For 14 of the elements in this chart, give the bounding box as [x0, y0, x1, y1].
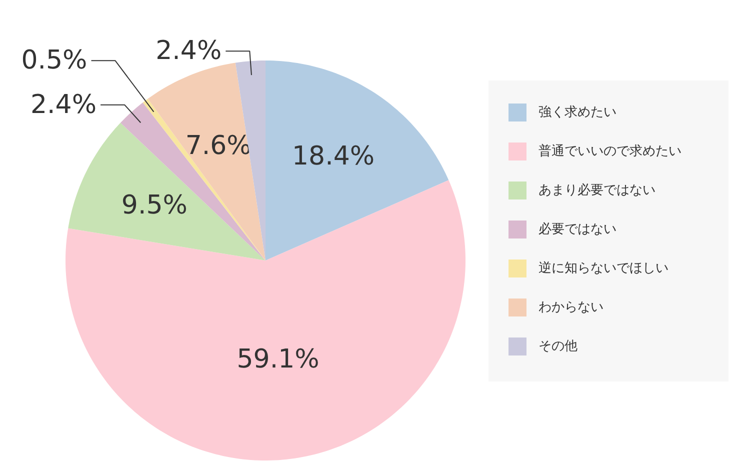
legend-label: 逆に知らないでほしい: [538, 261, 668, 276]
data-label: 7.6%: [185, 130, 252, 161]
legend-label: その他: [538, 339, 578, 354]
data-label: 2.4%: [156, 36, 222, 66]
legend-label: 普通でいいので求めたい: [538, 143, 682, 159]
legend-label: 強く求めたい: [538, 105, 616, 120]
data-label: 2.4%: [30, 90, 97, 120]
data-label: 0.5%: [21, 46, 88, 76]
legend-label: 必要ではない: [538, 222, 616, 237]
data-label: 59.1%: [236, 344, 320, 375]
data-label: 9.5%: [121, 190, 188, 220]
legend-label: あまり必要ではない: [538, 183, 656, 198]
legend-label: わからない: [538, 300, 604, 315]
data-label: 18.4%: [292, 142, 375, 172]
